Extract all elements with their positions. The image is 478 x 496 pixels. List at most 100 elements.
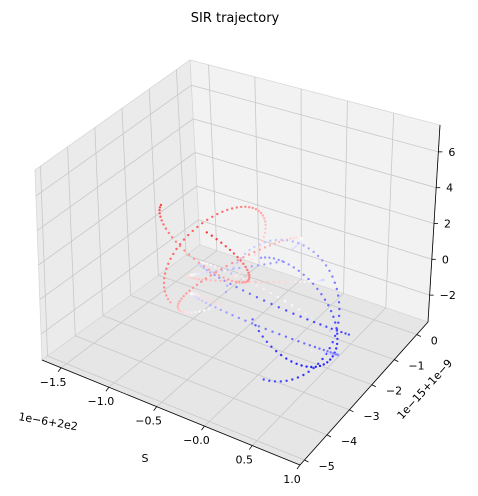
z-gridline bbox=[198, 219, 430, 296]
data-point bbox=[251, 318, 254, 321]
data-point bbox=[250, 258, 253, 261]
data-point bbox=[187, 253, 191, 256]
data-point bbox=[246, 268, 249, 272]
data-point bbox=[239, 256, 242, 260]
data-point bbox=[178, 244, 182, 248]
data-point bbox=[295, 362, 298, 365]
data-point bbox=[275, 350, 278, 353]
data-point bbox=[285, 357, 288, 360]
x-gridline bbox=[156, 278, 302, 407]
data-point bbox=[158, 212, 161, 215]
data-point bbox=[330, 352, 333, 356]
data-point bbox=[200, 280, 203, 283]
data-point bbox=[242, 277, 245, 280]
data-point bbox=[200, 299, 204, 302]
data-point bbox=[248, 276, 251, 279]
data-point bbox=[212, 271, 216, 274]
data-point bbox=[314, 279, 317, 283]
x-axis-label: S bbox=[142, 452, 149, 465]
data-point bbox=[190, 276, 193, 280]
data-point bbox=[297, 340, 300, 343]
data-point bbox=[280, 238, 283, 242]
data-point bbox=[263, 256, 267, 259]
data-point bbox=[330, 327, 333, 330]
data-point bbox=[307, 370, 310, 373]
data-point bbox=[323, 351, 326, 355]
data-point bbox=[209, 274, 212, 277]
y-tick-label: −4 bbox=[341, 435, 357, 448]
data-point bbox=[307, 277, 310, 281]
data-point bbox=[312, 250, 315, 254]
data-point bbox=[246, 262, 250, 266]
z-tick-label: 6 bbox=[448, 146, 455, 159]
data-point bbox=[263, 246, 267, 249]
data-point bbox=[333, 334, 337, 338]
data-point bbox=[264, 223, 267, 227]
data-point bbox=[174, 240, 178, 243]
data-point bbox=[200, 265, 203, 268]
data-point bbox=[319, 351, 322, 354]
data-point bbox=[289, 237, 292, 240]
data-point bbox=[264, 327, 267, 331]
data-point bbox=[200, 261, 204, 264]
data-point bbox=[229, 272, 233, 275]
data-point bbox=[334, 352, 337, 356]
data-point bbox=[194, 310, 197, 314]
z-tick-label: −2 bbox=[440, 289, 456, 302]
data-point bbox=[219, 303, 222, 306]
data-point bbox=[282, 239, 285, 242]
data-point bbox=[162, 281, 166, 285]
data-point bbox=[217, 274, 221, 277]
data-point bbox=[268, 256, 271, 259]
data-point bbox=[231, 261, 234, 265]
y-tick-label: −1 bbox=[408, 360, 424, 373]
data-point bbox=[260, 280, 263, 284]
data-point bbox=[302, 373, 305, 377]
x-tick-label: −0.0 bbox=[183, 434, 210, 447]
data-point bbox=[191, 229, 194, 233]
data-point bbox=[310, 349, 313, 352]
data-point bbox=[286, 239, 289, 242]
data-point bbox=[302, 244, 305, 247]
data-point bbox=[291, 378, 294, 381]
data-point bbox=[277, 240, 281, 244]
data-point bbox=[185, 292, 188, 295]
data-point bbox=[258, 243, 261, 246]
data-point bbox=[335, 287, 338, 291]
data-point bbox=[206, 218, 209, 221]
x-tick-labels: −1.5 −1.0 −0.5 −0.0 0.5 1.0 bbox=[40, 367, 301, 486]
data-point bbox=[224, 269, 227, 272]
data-point bbox=[297, 269, 300, 272]
y-gridline bbox=[102, 315, 350, 411]
data-point bbox=[220, 268, 223, 271]
data-point bbox=[210, 270, 213, 273]
y-tick-label: −2 bbox=[386, 385, 402, 398]
data-point bbox=[209, 279, 212, 282]
data-point bbox=[258, 248, 261, 251]
data-point bbox=[269, 262, 272, 265]
z-gridline bbox=[35, 84, 192, 197]
data-point bbox=[296, 376, 300, 379]
data-point bbox=[266, 280, 269, 284]
data-point bbox=[273, 242, 276, 245]
data-point bbox=[219, 279, 222, 283]
data-point bbox=[187, 233, 190, 237]
data-point bbox=[328, 269, 331, 272]
data-point bbox=[294, 236, 298, 239]
data-point bbox=[209, 263, 213, 267]
data-point bbox=[326, 350, 329, 353]
data-point bbox=[321, 259, 324, 262]
chart-title: SIR trajectory bbox=[191, 11, 280, 26]
data-point bbox=[194, 277, 197, 280]
data-point bbox=[197, 297, 200, 301]
data-point bbox=[317, 321, 320, 324]
data-point bbox=[236, 259, 239, 262]
z-gridline bbox=[196, 185, 432, 260]
data-point bbox=[317, 362, 320, 365]
data-point bbox=[307, 280, 310, 283]
data-point bbox=[304, 312, 307, 316]
z-gridline bbox=[36, 118, 194, 231]
data-point bbox=[280, 353, 283, 357]
z-gridline bbox=[40, 219, 199, 335]
data-point bbox=[167, 231, 170, 235]
